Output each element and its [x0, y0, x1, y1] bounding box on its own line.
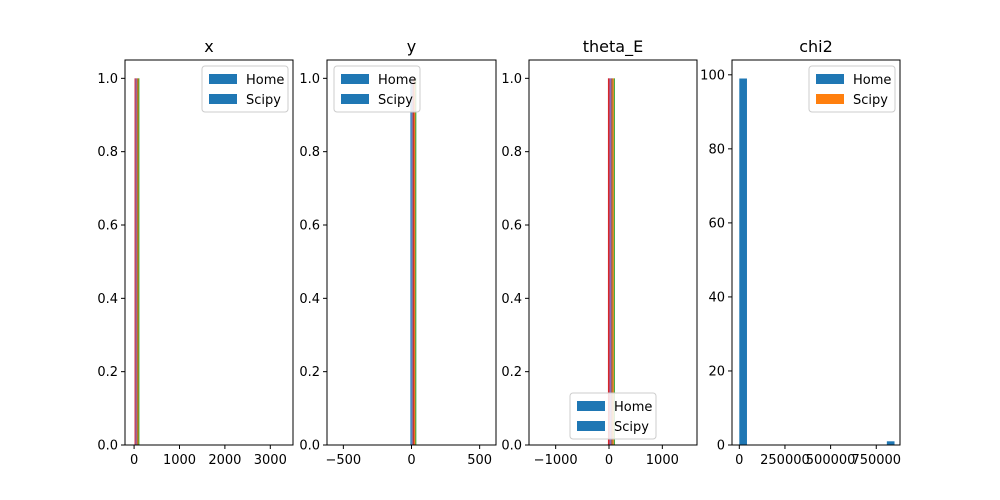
- y-tick-label: 0.8: [299, 145, 320, 160]
- subplot-title: x: [204, 37, 213, 56]
- x-tick-label: 500: [467, 453, 492, 468]
- legend: Home Scipy: [333, 65, 421, 113]
- x-tick-label: 250000: [760, 453, 810, 468]
- x-tick-label: 0: [735, 453, 743, 468]
- axes-frame: [124, 59, 294, 446]
- x-tick-label: 0: [605, 453, 613, 468]
- x-tick-label: −1000: [534, 453, 578, 468]
- y-tick-label: 0: [717, 439, 725, 454]
- bar: [607, 78, 610, 445]
- legend-label: Home: [853, 73, 891, 88]
- legend-swatch: [341, 74, 369, 84]
- legend-swatch: [577, 401, 605, 411]
- bar: [134, 78, 136, 445]
- legend: Home Scipy: [569, 392, 657, 440]
- y-tick-label: 0.2: [501, 365, 522, 380]
- y-tick-label: 100: [700, 68, 725, 83]
- subplot-1: x 0 1000 2000 3000 0.0 0.2 0.4 0.6 0.8 1.0 Home Scip…: [97, 37, 294, 468]
- y-tick-label: 0.2: [97, 365, 118, 380]
- y-tick-label: 20: [708, 364, 725, 379]
- y-tick-label: 0.2: [299, 365, 320, 380]
- subplot-title: chi2: [799, 37, 833, 56]
- y-tick-label: 1.0: [501, 72, 522, 87]
- bar: [410, 78, 412, 445]
- y-tick-label: 1.0: [299, 72, 320, 87]
- bar: [135, 78, 137, 445]
- bar: [611, 78, 613, 445]
- subplot-title: theta_E: [583, 37, 643, 57]
- bar: [138, 78, 140, 445]
- legend-swatch: [209, 74, 237, 84]
- legend-swatch: [816, 74, 844, 84]
- y-tick-label: 0.0: [97, 439, 118, 454]
- bar: [609, 78, 612, 445]
- bar: [137, 78, 139, 445]
- legend-label: Scipy: [614, 420, 649, 435]
- legend-swatch: [577, 421, 605, 431]
- y-tick-label: 0.0: [501, 439, 522, 454]
- y-tick-label: 0.0: [299, 439, 320, 454]
- legend-label: Home: [378, 73, 416, 88]
- legend-label: Scipy: [853, 93, 888, 108]
- y-tick-label: 0.4: [97, 292, 118, 307]
- legend-label: Scipy: [246, 93, 281, 108]
- bar: [412, 78, 414, 445]
- bar: [739, 78, 747, 445]
- axes-frame: [731, 59, 901, 446]
- y-tick-label: 0.8: [97, 145, 118, 160]
- y-tick-label: 60: [708, 216, 725, 231]
- x-tick-label: 750000: [851, 453, 901, 468]
- y-tick-label: 0.6: [501, 219, 522, 234]
- bar: [136, 78, 138, 445]
- subplot-2: y −500 0 500 0.0 0.2 0.4 0.6 0.8 1.0 Home Scipy: [299, 37, 497, 468]
- y-tick-label: 0.6: [299, 219, 320, 234]
- x-tick-label: 0: [130, 453, 138, 468]
- subplot-title: y: [407, 37, 416, 56]
- bar: [414, 78, 416, 445]
- y-tick-label: 1.0: [97, 72, 118, 87]
- y-tick-label: 0.6: [97, 219, 118, 234]
- x-tick-label: 0: [407, 453, 415, 468]
- y-tick-label: 0.4: [501, 292, 522, 307]
- legend: Home Scipy: [201, 65, 289, 113]
- legend-swatch: [341, 94, 369, 104]
- x-tick-label: −500: [325, 453, 361, 468]
- y-tick-label: 0.8: [501, 145, 522, 160]
- legend-swatch: [816, 94, 844, 104]
- legend-label: Scipy: [378, 93, 413, 108]
- bar: [413, 78, 415, 445]
- x-tick-label: 3000: [254, 453, 287, 468]
- x-tick-label: 500000: [806, 453, 856, 468]
- legend: Home Scipy: [808, 65, 896, 113]
- subplot-3: theta_E −1000 0 1000 0.0 0.2 0.4 0.6 0.8 1.0 Home S…: [501, 37, 698, 468]
- bar: [411, 78, 413, 445]
- bar: [415, 78, 417, 445]
- y-tick-label: 80: [708, 142, 725, 157]
- x-tick-label: 1000: [646, 453, 679, 468]
- legend-label: Home: [246, 73, 284, 88]
- y-tick-label: 40: [708, 290, 725, 305]
- x-tick-label: 2000: [208, 453, 241, 468]
- legend-swatch: [209, 94, 237, 104]
- y-tick-label: 0.4: [299, 292, 320, 307]
- legend-label: Home: [614, 400, 652, 415]
- axes-frame: [528, 59, 698, 446]
- bar: [613, 78, 615, 445]
- x-tick-label: 1000: [163, 453, 196, 468]
- bar: [886, 441, 895, 445]
- bar: [612, 78, 614, 445]
